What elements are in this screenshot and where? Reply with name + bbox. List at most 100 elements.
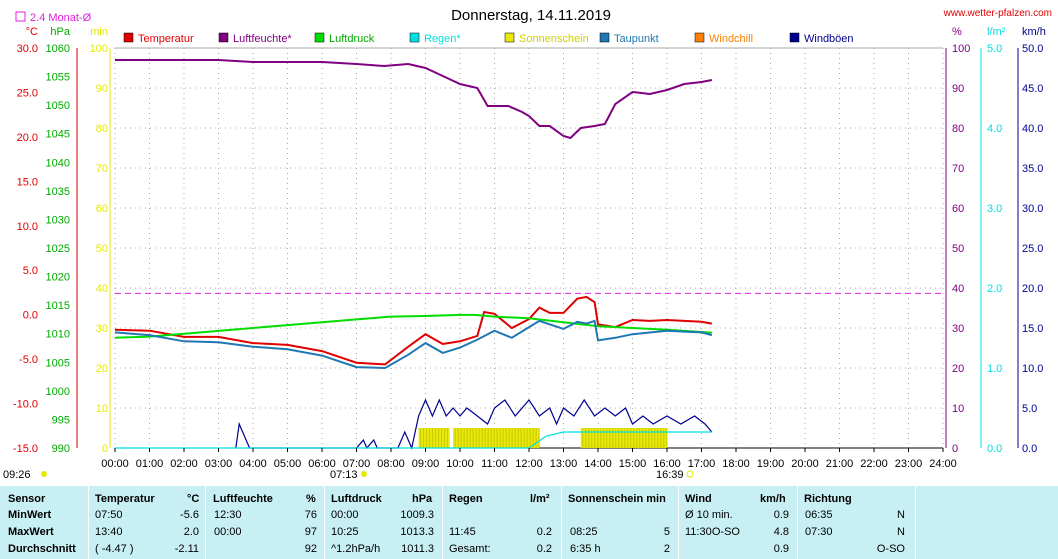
humidity-axis-unit: % <box>952 26 962 38</box>
stats-wind-val: 4.8 <box>773 526 789 538</box>
stats-wind-val: 0.9 <box>773 509 789 521</box>
divider <box>205 486 206 559</box>
min-axis-tick: 40 <box>96 283 108 295</box>
humidity-axis-tick: 70 <box>952 163 964 175</box>
chart-title: Donnerstag, 14.11.2019 <box>451 7 611 24</box>
x-tick-label: 07:00 <box>343 458 371 470</box>
legend-item: Sonnenschein <box>519 33 589 45</box>
legend-swatch <box>218 32 229 43</box>
legend-item: Temperatur <box>138 33 194 45</box>
stats-rain-time: Gesamt: <box>449 543 491 555</box>
x-tick-label: 24:00 <box>929 458 957 470</box>
legend-item: Windböen <box>804 33 854 45</box>
hdr-sensor: Sensor <box>8 493 46 505</box>
hdr-regen-unit: l/m² <box>530 493 550 505</box>
stats-press-time: 10:25 <box>331 526 359 538</box>
stats-wind-time: Ø 10 min. <box>685 509 733 521</box>
wind-axis-tick: 0.0 <box>1022 443 1037 455</box>
x-tick-label: 01:00 <box>136 458 164 470</box>
stats-temp-time: 13:40 <box>95 526 123 538</box>
stats-temp-time: 07:50 <box>95 509 123 521</box>
legend-swatch <box>409 32 420 43</box>
rain-axis-unit: l/m² <box>987 26 1006 38</box>
sunshine-bars <box>418 428 668 448</box>
divider <box>561 486 562 559</box>
hdr-temperatur: Temperatur <box>95 493 155 505</box>
legend-swatch <box>599 32 610 43</box>
temp-axis-tick: -5.0 <box>19 354 38 366</box>
stats-sun-val: 5 <box>663 526 670 538</box>
humidity-axis-tick: 90 <box>952 83 964 95</box>
series-temperatur <box>114 295 713 366</box>
humidity-axis-tick: 60 <box>952 203 964 215</box>
min-axis-tick: 60 <box>96 203 108 215</box>
x-tick-label: 21:00 <box>826 458 854 470</box>
legend-item: Windchill <box>709 33 753 45</box>
hdr-wind-unit: km/h <box>760 493 786 505</box>
stats-dir-time: 06:35 <box>805 509 833 521</box>
humidity-axis-tick: 50 <box>952 243 964 255</box>
divider <box>678 486 679 559</box>
wind-axis-tick: 50.0 <box>1022 43 1043 55</box>
series-taupunkt <box>114 319 713 370</box>
stats-press-val: 1013.3 <box>400 526 434 538</box>
temp-axis-tick: 0.0 <box>23 310 38 322</box>
hdr-luftdruck-unit: hPa <box>412 493 433 505</box>
stats-row-label: MaxWert <box>8 526 54 538</box>
humidity-axis-tick: 100 <box>952 43 970 55</box>
hdr-richtung: Richtung <box>804 493 852 505</box>
stats-press-val: 1009.3 <box>400 509 434 521</box>
stats-row-label: MinWert <box>8 509 52 521</box>
sunrise-icon <box>361 471 367 477</box>
x-tick-label: 18:00 <box>722 458 750 470</box>
stats-temp-val: -5.6 <box>180 509 199 521</box>
series-lines <box>114 59 713 450</box>
divider <box>442 486 443 559</box>
legend-swatch <box>504 32 515 43</box>
humidity-axis-tick: 80 <box>952 123 964 135</box>
min-axis-tick: 100 <box>90 43 108 55</box>
stats-sun-time: 6:35 h <box>570 543 601 555</box>
pressure-axis-tick: 1015 <box>46 300 70 312</box>
stats-rain-time: 11:45 <box>449 526 476 538</box>
wind-axis-tick: 5.0 <box>1022 403 1037 415</box>
axes: 30.0 25.0 20.0 15.0 10.0 5.0 0.0 -5.0 -10.0 -15.0… <box>13 26 1046 470</box>
x-tick-label: 16:00 <box>653 458 681 470</box>
wind-axis-tick: 30.0 <box>1022 203 1043 215</box>
legend-swatch <box>789 32 800 43</box>
series-luftdruck <box>114 313 712 339</box>
start-time: 09:26 <box>3 469 31 481</box>
weather-chart: 30.0 25.0 20.0 15.0 10.0 5.0 0.0 -5.0 -10.0 -15.0… <box>3 7 1052 481</box>
temp-axis-tick: 25.0 <box>17 87 38 99</box>
stats-hum-time: 00:00 <box>214 526 242 538</box>
pressure-axis-tick: 1060 <box>46 43 70 55</box>
pressure-axis-tick: 1005 <box>46 357 70 369</box>
series-luftfeuchte <box>115 59 713 140</box>
temp-axis-tick: 15.0 <box>17 176 38 188</box>
pressure-axis-tick: 1020 <box>46 272 70 284</box>
temp-axis-tick: 30.0 <box>17 43 38 55</box>
min-axis-tick: 30 <box>96 323 108 335</box>
grid <box>114 47 944 449</box>
site-link[interactable]: www.wetter-pfalzen.com <box>943 8 1052 19</box>
x-tick-label: 05:00 <box>274 458 302 470</box>
rain-axis-tick: 3.0 <box>987 203 1002 215</box>
stats-hum-time: 12:30 <box>214 509 242 521</box>
legend-swatch <box>694 32 705 43</box>
hdr-wind: Wind <box>685 493 712 505</box>
rain-axis-tick: 0.0 <box>987 443 1002 455</box>
pressure-axis-tick: 1010 <box>46 329 70 341</box>
pressure-axis-tick: 995 <box>52 414 70 426</box>
x-tick-label: 13:00 <box>550 458 578 470</box>
legend-swatch <box>123 32 134 43</box>
hdr-luftdruck: Luftdruck <box>331 493 382 505</box>
legend: Temperatur Luftfeuchte* Luftdruck Regen* Son… <box>123 32 854 45</box>
stats-dir-val: O-SO <box>876 543 905 555</box>
x-tick-label: 23:00 <box>895 458 923 470</box>
stats-dir-time: 07:30 <box>805 526 833 538</box>
sun-icon <box>41 471 47 477</box>
sunrise-time: 07:13 <box>330 469 358 481</box>
stats-press-time: 00:00 <box>331 509 359 521</box>
humidity-axis-tick: 30 <box>952 323 964 335</box>
x-tick-label: 06:00 <box>308 458 336 470</box>
